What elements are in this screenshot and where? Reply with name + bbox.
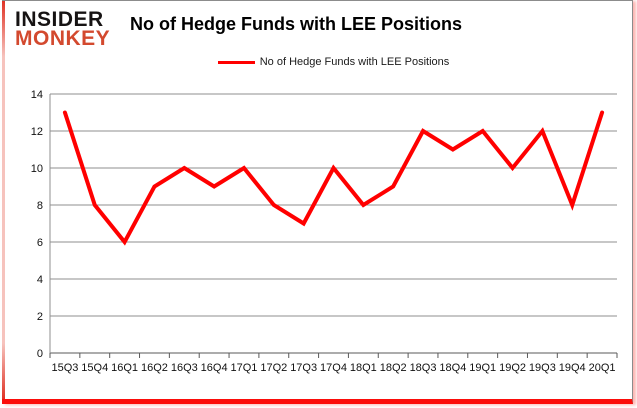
x-tick-label: 18Q4: [439, 362, 466, 374]
x-tick-label: 17Q2: [260, 362, 287, 374]
x-tick-label: 19Q2: [499, 362, 526, 374]
y-tick-label: 6: [37, 237, 43, 249]
legend-line-swatch: [217, 60, 255, 64]
x-tick-label: 19Q3: [529, 362, 556, 374]
y-tick-label: 2: [37, 311, 43, 323]
insider-monkey-logo: INSIDER MONKEY: [15, 8, 111, 51]
x-tick-label: 15Q4: [81, 362, 108, 374]
x-tick-label: 17Q1: [231, 362, 258, 374]
x-tick-label: 18Q3: [410, 362, 437, 374]
x-tick-label: 16Q3: [171, 362, 198, 374]
x-tick-label: 18Q1: [350, 362, 377, 374]
chart-title: No of Hedge Funds with LEE Positions: [130, 14, 462, 34]
x-tick-label: 18Q2: [380, 362, 407, 374]
x-tick-label: 19Q4: [559, 362, 586, 374]
x-tick-label: 19Q1: [469, 362, 496, 374]
x-tick-label: 20Q1: [589, 362, 616, 374]
x-tick-label: 15Q3: [51, 362, 78, 374]
legend-label: No of Hedge Funds with LEE Positions: [259, 56, 450, 68]
logo-word-insider: INSIDER: [15, 8, 104, 31]
x-tick-label: 16Q4: [201, 362, 228, 374]
y-tick-label: 10: [31, 163, 43, 175]
y-tick-label: 4: [37, 274, 43, 286]
y-tick-label: 12: [31, 126, 43, 138]
y-tick-label: 14: [31, 89, 43, 101]
x-tick-label: 16Q2: [141, 362, 168, 374]
x-tick-label: 16Q1: [111, 362, 138, 374]
y-tick-label: 8: [37, 200, 43, 212]
x-tick-label: 17Q4: [320, 362, 347, 374]
logo-word-monkey: MONKEY: [15, 27, 111, 51]
data-series-line: [62, 110, 605, 246]
x-tick-label: 17Q3: [290, 362, 317, 374]
y-tick-label: 0: [37, 348, 43, 360]
legend: No of Hedge Funds with LEE Positions: [50, 56, 617, 68]
